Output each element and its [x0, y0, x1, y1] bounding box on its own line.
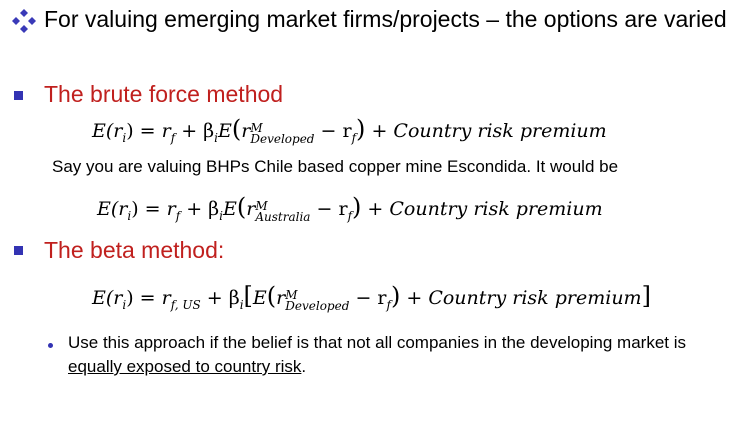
brute-force-equation: E(ri) = rf + βiE(r M Developed − rf) + Cou…: [92, 115, 607, 146]
diamond-bullet-icon: [12, 9, 36, 33]
beta-method-note: Use this approach if the belief is that …: [68, 333, 687, 376]
square-bullet-icon: [14, 91, 23, 100]
slide-heading: For valuing emerging market firms/projec…: [44, 6, 727, 32]
round-bullet-icon: [48, 343, 53, 348]
brute-force-title: The brute force method: [44, 81, 284, 107]
australia-equation: E(ri) = rf + βiE(r M Australia − rf) + Cou…: [97, 193, 603, 224]
beta-method-equation: E(ri) = rf, US + βi[E(r M Developed − rf) …: [92, 282, 651, 313]
beta-method-title: The beta method:: [44, 237, 225, 263]
square-bullet-icon: [14, 246, 23, 255]
example-text: Say you are valuing BHPs Chile based cop…: [52, 157, 619, 176]
